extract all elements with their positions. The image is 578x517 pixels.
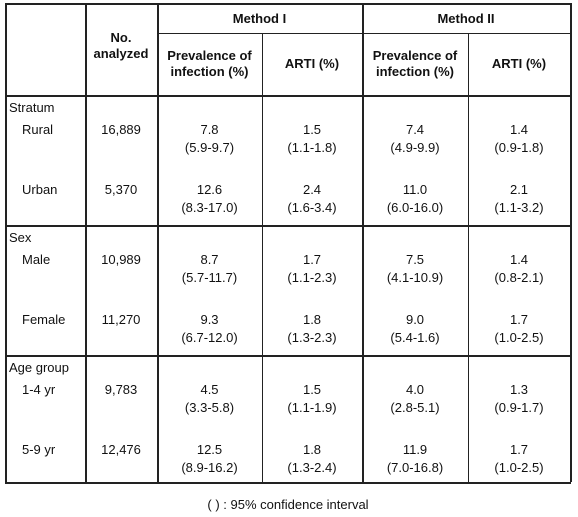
confidence-interval: (1.0-2.5) [494,330,544,345]
method-header: Method II [437,11,495,26]
confidence-interval: (6.7-12.0) [181,330,238,345]
estimate: 4.5 [200,382,219,397]
count-cell: 9,783 [104,382,138,397]
rule [362,3,364,482]
estimate: 11.0 [402,182,428,197]
rule [157,3,159,482]
estimate: 1.5 [302,382,322,397]
confidence-interval: (1.1-2.3) [287,270,337,285]
estimate: 1.7 [302,252,322,267]
column-header: Prevalence of infection (%) [167,48,252,79]
rule [5,95,571,97]
estimate: 11.9 [402,442,428,457]
group-label: Stratum [9,100,55,115]
rule [5,225,571,227]
confidence-interval: (0.9-1.8) [494,140,544,155]
footnote: ( ) : 95% confidence interval [207,497,369,512]
method-header: Method I [232,11,287,26]
row-label: Male [22,252,51,267]
estimate: 4.0 [405,382,425,397]
group-label: Age group [9,360,69,375]
estimate: 8.7 [200,252,219,267]
estimate: 1.7 [509,312,529,327]
confidence-interval: (5.9-9.7) [184,140,235,155]
estimate: 7.4 [405,122,425,137]
confidence-interval: (4.9-9.9) [390,140,440,155]
confidence-interval: (0.9-1.7) [494,400,544,415]
rule [5,3,7,482]
row-label: 5-9 yr [22,442,56,457]
estimate: 1.4 [509,122,529,137]
confidence-interval: (1.1-3.2) [494,200,544,215]
estimate: 7.8 [200,122,219,137]
count-cell: 11,270 [101,312,141,327]
row-label: Female [22,312,66,327]
count-cell: 5,370 [104,182,138,197]
column-header: No. analyzed [93,30,149,61]
rule [5,482,571,484]
confidence-interval: (8.9-16.2) [181,460,238,475]
confidence-interval: (1.0-2.5) [494,460,544,475]
rule [85,3,87,482]
confidence-interval: (1.6-3.4) [287,200,337,215]
estimate: 1.5 [302,122,322,137]
estimate: 1.3 [509,382,529,397]
confidence-interval: (0.8-2.1) [494,270,544,285]
count-cell: 16,889 [101,122,141,137]
confidence-interval: (7.0-16.8) [386,460,444,475]
estimate: 2.1 [509,182,529,197]
estimate: 9.3 [200,312,219,327]
confidence-interval: (5.4-1.6) [390,330,440,345]
group-label: Sex [9,230,32,245]
rule [468,33,469,482]
rule [570,3,572,482]
confidence-interval: (1.3-2.4) [287,460,337,475]
estimate: 1.4 [509,252,529,267]
rule [5,355,571,357]
count-cell: 10,989 [101,252,141,267]
rule [5,3,571,5]
rule [157,33,570,34]
confidence-interval: (3.3-5.8) [184,400,235,415]
count-cell: 12,476 [101,442,141,457]
rule [262,33,263,482]
confidence-interval: (1.1-1.8) [287,140,337,155]
estimate: 9.0 [405,312,425,327]
estimate: 1.8 [302,312,322,327]
row-label: 1-4 yr [22,382,56,397]
row-label: Rural [22,122,54,137]
confidence-interval: (8.3-17.0) [181,200,238,215]
column-header: ARTI (%) [284,56,340,71]
column-header: Prevalence of infection (%) [372,48,458,79]
column-header: ARTI (%) [491,56,547,71]
confidence-interval: (2.8-5.1) [390,400,440,415]
row-label: Urban [22,182,58,197]
estimate: 7.5 [405,252,425,267]
confidence-interval: (1.3-2.3) [287,330,337,345]
confidence-interval: (5.7-11.7) [181,270,238,285]
confidence-interval: (6.0-16.0) [386,200,444,215]
confidence-interval: (4.1-10.9) [386,270,444,285]
confidence-interval: (1.1-1.9) [287,400,337,415]
estimate: 12.6 [196,182,223,197]
estimate: 2.4 [302,182,322,197]
estimate: 12.5 [196,442,223,457]
estimate: 1.7 [509,442,529,457]
estimate: 1.8 [302,442,322,457]
